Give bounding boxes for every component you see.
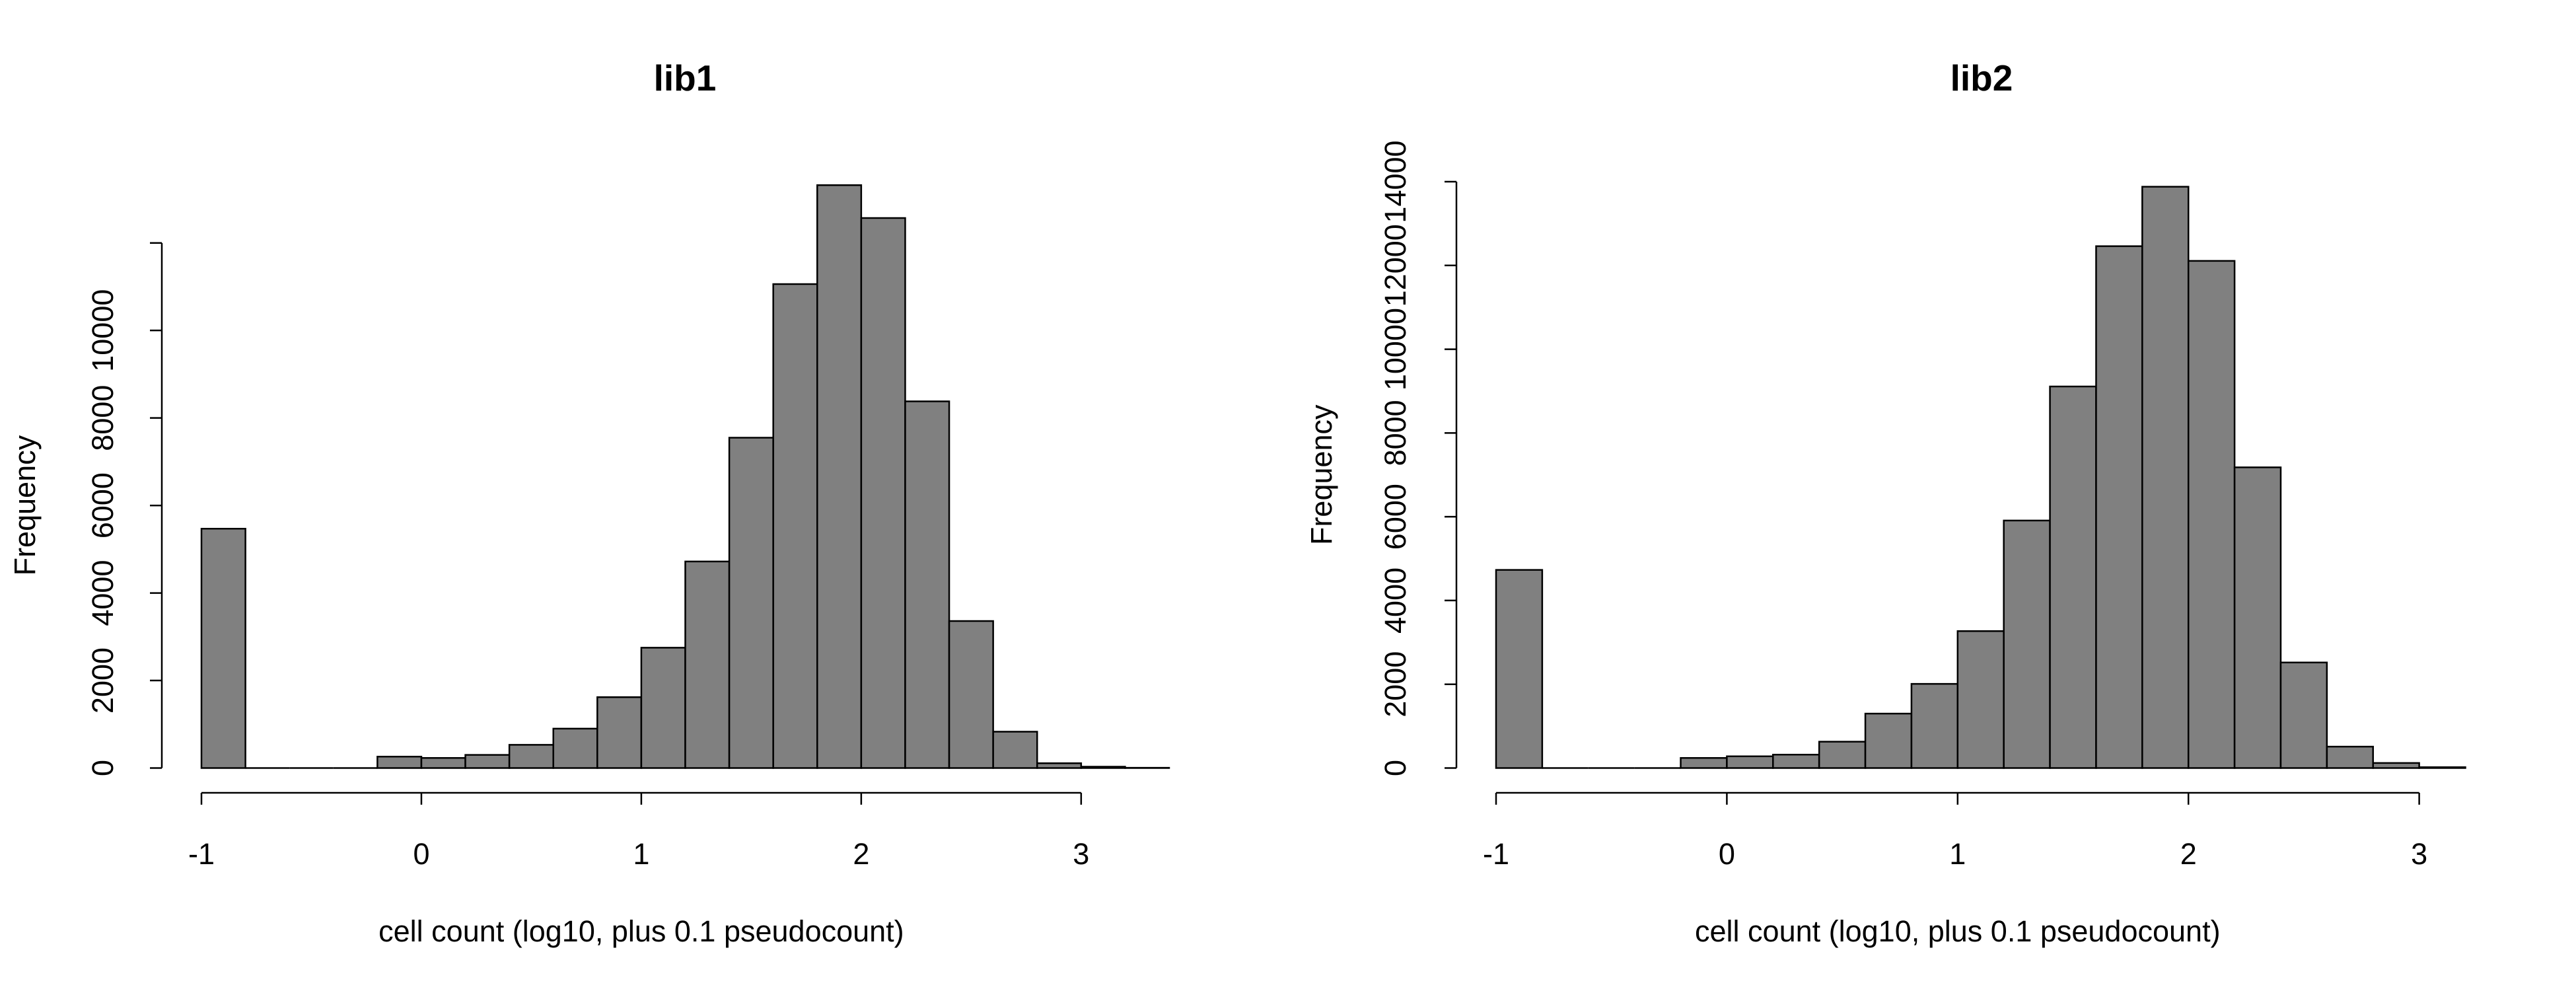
x-tick-label: 2 <box>2180 837 2197 871</box>
bar <box>640 647 686 769</box>
x-tick-label: -1 <box>1483 837 1509 871</box>
bar <box>1036 762 1083 769</box>
bar <box>992 731 1038 769</box>
bar <box>2372 762 2420 769</box>
y-axis-label: Frequency <box>1305 404 1338 545</box>
bar <box>772 283 818 769</box>
x-tick-label: 3 <box>1073 837 1089 871</box>
bar <box>2233 466 2282 769</box>
bar <box>464 754 511 769</box>
bar <box>1956 630 2005 769</box>
y-tick-label: 8000 <box>1378 400 1412 466</box>
x-tick-label: 0 <box>1719 837 1735 871</box>
y-tick-label: 4000 <box>86 560 120 626</box>
y-tick-label: 6000 <box>86 472 120 538</box>
bar <box>200 527 246 769</box>
bar <box>684 560 731 769</box>
x-tick-label: 2 <box>853 837 869 871</box>
bar <box>1772 753 1820 769</box>
bar <box>948 620 994 769</box>
y-tick-label: 0 <box>1378 760 1412 776</box>
bar <box>1495 569 1544 769</box>
bar <box>2141 186 2190 769</box>
bar <box>596 696 643 769</box>
bar <box>552 727 598 769</box>
y-axis-label: Frequency <box>8 435 42 575</box>
y-tick-label: 0 <box>86 760 120 776</box>
y-tick-label: 14000 <box>1378 140 1412 223</box>
bar <box>1818 741 1867 769</box>
y-tick-label: 8000 <box>86 385 120 451</box>
y-tick-label: 12000 <box>1378 224 1412 307</box>
y-tick-label: 2000 <box>1378 651 1412 717</box>
bar <box>2095 245 2143 769</box>
bar <box>376 756 423 769</box>
x-tick-label: 3 <box>2411 837 2427 871</box>
bar <box>904 400 950 769</box>
x-tick-label: -1 <box>188 837 215 871</box>
bar <box>2187 260 2236 769</box>
bar <box>1680 757 1728 769</box>
bar <box>1080 766 1126 769</box>
y-tick-label: 4000 <box>1378 568 1412 634</box>
bar <box>1726 755 1774 769</box>
y-tick-label: 6000 <box>1378 484 1412 550</box>
x-tick-label: 1 <box>1949 837 1966 871</box>
bar <box>1864 712 1913 769</box>
chart-title: lib2 <box>1950 57 2013 98</box>
bar <box>508 744 554 769</box>
y-tick-label: 10000 <box>1378 308 1412 390</box>
bar <box>2418 766 2466 769</box>
bar <box>2326 745 2374 769</box>
y-tick-label: 2000 <box>86 647 120 714</box>
bar <box>420 757 466 769</box>
y-tick-label: 10000 <box>86 289 120 372</box>
x-tick-label: 1 <box>633 837 649 871</box>
x-tick-label: 0 <box>413 837 429 871</box>
bar <box>2049 385 2097 769</box>
bar <box>2003 519 2051 769</box>
bar <box>728 437 774 769</box>
chart-title: lib1 <box>654 57 717 98</box>
bar <box>860 217 906 769</box>
bar <box>816 184 863 769</box>
x-axis-label: cell count (log10, plus 0.1 pseudocount) <box>1695 914 2221 948</box>
x-axis-label: cell count (log10, plus 0.1 pseudocount) <box>378 914 904 948</box>
bar <box>2279 661 2328 769</box>
bar <box>1910 682 1959 769</box>
